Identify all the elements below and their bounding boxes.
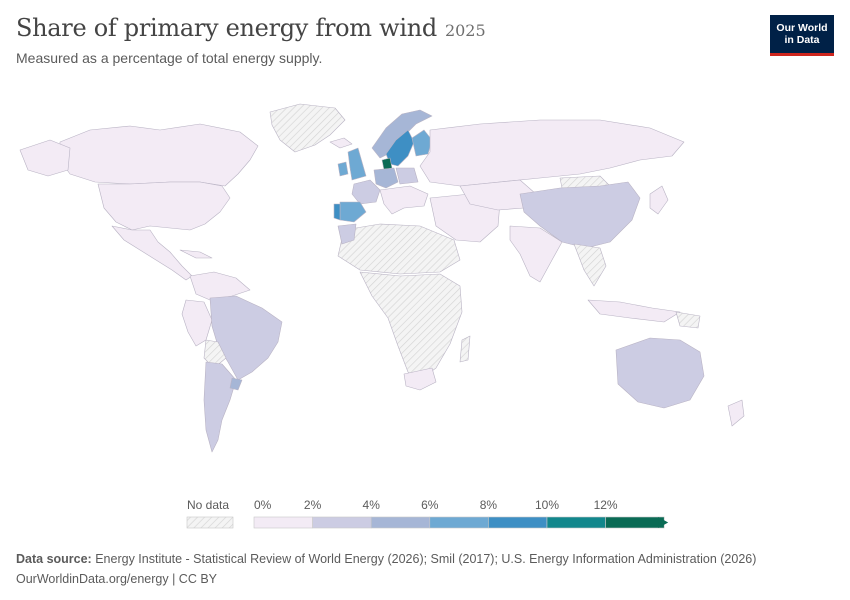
region-portugal[interactable] bbox=[333, 203, 341, 221]
chart-header: Share of primary energy from wind 2025 M… bbox=[16, 14, 756, 66]
color-legend: No data 0% 2% 4% 6% 8% 10% 12% bbox=[0, 495, 850, 535]
region-mexico[interactable] bbox=[111, 225, 193, 281]
data-source-label: Data source: bbox=[16, 552, 92, 566]
world-map[interactable] bbox=[0, 90, 850, 490]
region-morocco[interactable] bbox=[337, 223, 357, 245]
chart-subtitle: Measured as a percentage of total energy… bbox=[16, 50, 323, 66]
region-italy-balkans[interactable] bbox=[379, 185, 429, 215]
world-map-svg[interactable] bbox=[0, 90, 850, 490]
region-papua-new-guinea[interactable] bbox=[675, 311, 701, 329]
legend-tick-label: 6% bbox=[421, 498, 439, 512]
region-iceland[interactable] bbox=[329, 137, 353, 149]
owid-logo[interactable]: Our World in Data bbox=[770, 15, 834, 56]
chart-title: Share of primary energy from wind bbox=[16, 14, 437, 42]
region-uruguay[interactable] bbox=[229, 377, 243, 391]
legend-color-bin[interactable] bbox=[488, 516, 548, 529]
chart-year: 2025 bbox=[444, 21, 486, 40]
region-poland[interactable] bbox=[395, 167, 419, 185]
region-australia[interactable] bbox=[615, 337, 705, 409]
region-new-zealand[interactable] bbox=[727, 399, 745, 427]
legend-color-bin[interactable] bbox=[253, 516, 313, 529]
region-spain[interactable] bbox=[339, 201, 367, 223]
legend-no-data-swatch[interactable] bbox=[186, 516, 234, 529]
region-canada[interactable] bbox=[59, 123, 259, 187]
legend-color-bin[interactable] bbox=[546, 516, 606, 529]
legend-no-data-label: No data bbox=[187, 498, 229, 512]
data-source: Data source: Energy Institute - Statisti… bbox=[16, 549, 756, 569]
region-russia[interactable] bbox=[419, 119, 685, 187]
region-north-africa[interactable] bbox=[337, 223, 461, 275]
region-sub-saharan-africa[interactable] bbox=[359, 271, 463, 381]
region-finland[interactable] bbox=[411, 129, 433, 157]
legend-color-bin[interactable] bbox=[605, 516, 665, 529]
region-southeast-asia[interactable] bbox=[573, 243, 607, 287]
region-japan[interactable] bbox=[649, 185, 669, 215]
region-peru[interactable] bbox=[181, 299, 213, 347]
region-greenland[interactable] bbox=[269, 103, 346, 153]
region-colombia-venezuela[interactable] bbox=[189, 271, 251, 301]
chart-footer: Data source: Energy Institute - Statisti… bbox=[16, 549, 756, 589]
region-norway[interactable] bbox=[371, 109, 433, 159]
region-united-kingdom[interactable] bbox=[347, 147, 367, 181]
title-row: Share of primary energy from wind 2025 bbox=[16, 14, 756, 42]
legend-tick-label: 2% bbox=[304, 498, 322, 512]
logo-line-2: in Data bbox=[784, 34, 820, 46]
region-united-states[interactable] bbox=[97, 181, 231, 231]
region-cuba[interactable] bbox=[179, 249, 213, 259]
legend-svg: No data 0% 2% 4% 6% 8% 10% 12% bbox=[186, 498, 669, 529]
region-germany[interactable] bbox=[373, 167, 399, 189]
legend-tick-label: 0% bbox=[254, 498, 272, 512]
legend-tick-label: 12% bbox=[594, 498, 618, 512]
region-bolivia[interactable] bbox=[203, 339, 227, 369]
region-south-africa[interactable] bbox=[403, 367, 437, 391]
legend-tick-label: 4% bbox=[363, 498, 381, 512]
footer-link[interactable]: OurWorldinData.org/energy | CC BY bbox=[16, 572, 218, 586]
legend-tick-label: 8% bbox=[480, 498, 498, 512]
region-france[interactable] bbox=[351, 179, 381, 205]
legend-arrow-tip bbox=[658, 517, 669, 528]
region-madagascar[interactable] bbox=[459, 335, 471, 363]
legend-tick-label: 10% bbox=[535, 498, 559, 512]
logo-line-1: Our World bbox=[776, 22, 828, 34]
data-source-text: Energy Institute - Statistical Review of… bbox=[95, 552, 757, 566]
legend-bins: 0% 2% 4% 6% 8% 10% 12% bbox=[253, 498, 669, 529]
region-india[interactable] bbox=[509, 225, 563, 283]
legend-color-bin[interactable] bbox=[370, 516, 431, 529]
legend-color-bin[interactable] bbox=[312, 516, 372, 529]
legend-color-bin[interactable] bbox=[429, 516, 489, 529]
region-argentina[interactable] bbox=[203, 361, 237, 453]
region-china[interactable] bbox=[519, 181, 641, 249]
region-ireland[interactable] bbox=[337, 161, 349, 177]
region-alaska[interactable] bbox=[19, 139, 71, 177]
region-indonesia[interactable] bbox=[587, 299, 681, 323]
